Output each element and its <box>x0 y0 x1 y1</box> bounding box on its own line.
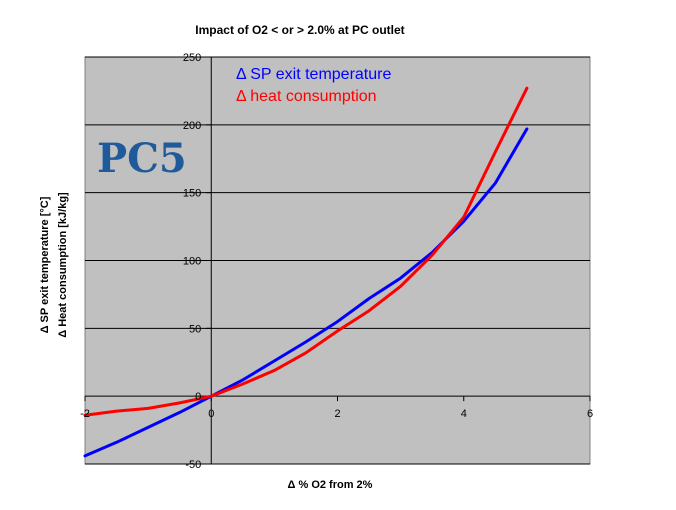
legend: Δ SP exit temperature Δ heat consumption <box>236 66 391 105</box>
x-tick-label: 6 <box>587 408 593 420</box>
y-tick-label: 150 <box>183 188 201 200</box>
y-tick-label: 0 <box>195 391 201 403</box>
series-layer <box>83 86 529 458</box>
y-axis-label-heat: Δ Heat consumption [kJ/kg] <box>57 192 69 338</box>
x-axis-label: Δ % O2 from 2% <box>288 479 373 491</box>
legend-entry-sp-exit-temperature: Δ SP exit temperature <box>236 66 391 83</box>
x-tick-label: 4 <box>461 408 467 420</box>
x-tick-label: 2 <box>334 408 340 420</box>
x-tick-label: 0 <box>208 408 214 420</box>
tick-labels: -2 0 2 4 6 -50 0 50 100 150 200 250 <box>80 52 593 471</box>
series-line-heat-consumption <box>83 86 529 417</box>
y-tick-label: 200 <box>183 120 201 132</box>
legend-entry-heat-consumption: Δ heat consumption <box>236 88 377 105</box>
pc5-watermark: PC5 <box>97 135 187 182</box>
grid-lines <box>85 56 590 465</box>
y-tick-label: 250 <box>183 52 201 64</box>
y-tick-label: 50 <box>189 323 201 335</box>
y-axis-label-temperature: Δ SP exit temperature [°C] <box>39 196 51 333</box>
y-tick-label: 100 <box>183 256 201 268</box>
y-tick-label: -50 <box>185 459 201 471</box>
chart-title: Impact of O2 < or > 2.0% at PC outlet <box>195 23 404 37</box>
x-tick-label: -2 <box>80 408 90 420</box>
